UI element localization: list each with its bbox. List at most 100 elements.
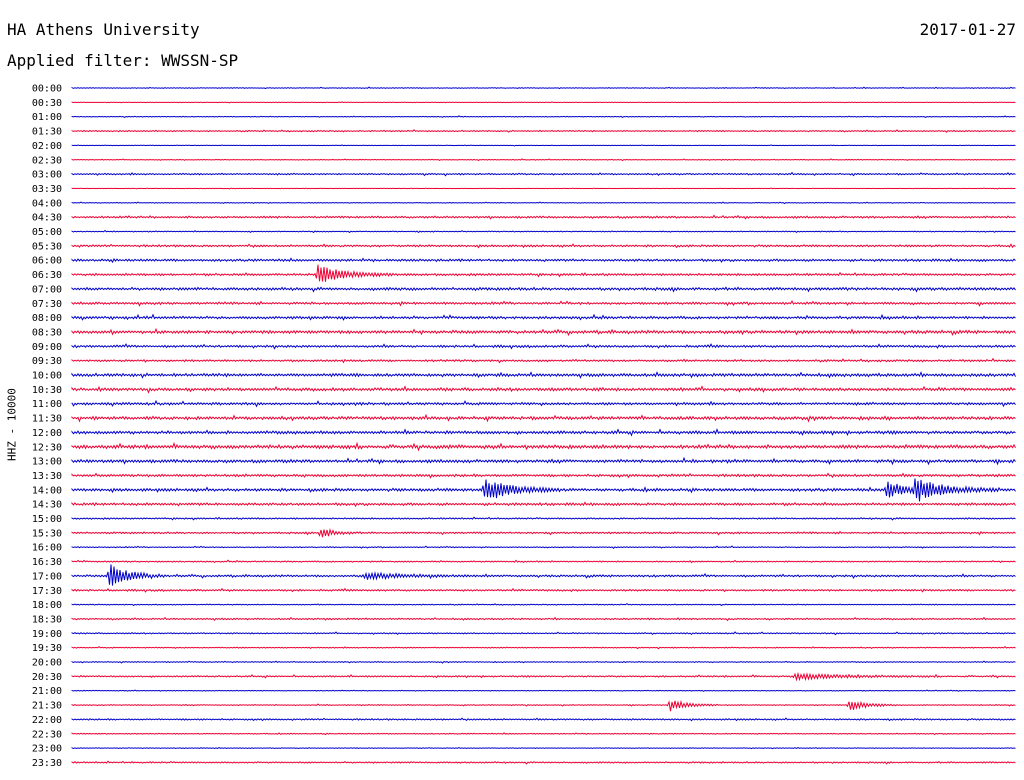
seismic-trace-1730: [71, 587, 1016, 593]
seismic-trace-0730: [71, 300, 1016, 307]
row-time-label: 14:30: [32, 500, 62, 511]
seismic-trace-2330: [71, 760, 1016, 765]
seismic-trace-2200: [71, 717, 1016, 722]
row-time-label: 03:00: [32, 170, 62, 181]
record-date: 2017-01-27: [919, 20, 1016, 39]
row-time-label: 06:00: [32, 256, 62, 267]
row-time-label: 03:30: [32, 184, 62, 195]
seismic-trace-1900: [71, 631, 1016, 636]
seismic-trace-0600: [71, 257, 1016, 264]
row-time-label: 19:00: [32, 629, 62, 640]
row-time-label: 08:30: [32, 327, 62, 338]
seismic-trace-0500: [71, 229, 1016, 234]
row-time-label: 10:00: [32, 371, 62, 382]
row-time-label: 05:00: [32, 227, 62, 238]
seismic-trace-1700: [71, 564, 1016, 586]
seismic-trace-2000: [71, 660, 1016, 664]
row-time-label: 10:30: [32, 385, 62, 396]
row-time-label: 22:00: [32, 715, 62, 726]
row-time-label: 20:00: [32, 658, 62, 669]
seismic-trace-1430: [71, 501, 1016, 508]
row-time-label: 01:30: [32, 127, 62, 138]
row-time-label: 19:30: [32, 643, 62, 654]
row-time-label: 11:00: [32, 399, 62, 410]
row-time-label: 21:00: [32, 686, 62, 697]
row-time-label: 02:30: [32, 155, 62, 166]
seismic-trace-0800: [71, 313, 1016, 321]
seismic-trace-1000: [71, 371, 1016, 379]
row-time-label: 06:30: [32, 270, 62, 281]
seismic-trace-0030: [71, 101, 1016, 104]
seismic-trace-0300: [71, 171, 1016, 177]
row-time-label: 22:30: [32, 729, 62, 740]
row-time-label: 18:30: [32, 614, 62, 625]
seismic-trace-2300: [71, 746, 1016, 750]
seismic-trace-0230: [71, 158, 1016, 162]
trace-group: [71, 86, 1016, 765]
seismic-trace-2130: [71, 699, 1016, 712]
row-time-label: 07:00: [32, 284, 62, 295]
row-time-label: 15:00: [32, 514, 62, 525]
row-time-label: 20:30: [32, 672, 62, 683]
row-time-label: 02:00: [32, 141, 62, 152]
seismic-trace-2100: [71, 689, 1016, 692]
row-time-label: 17:30: [32, 586, 62, 597]
row-time-label: 15:30: [32, 528, 62, 539]
row-time-label: 17:00: [32, 571, 62, 582]
tick-label-group: 00:00 00:30 01:00 01:30 02:00 02:30 03:00 03:30…: [32, 84, 62, 769]
row-time-label: 08:00: [32, 313, 62, 324]
seismic-trace-1800: [71, 603, 1016, 607]
row-time-label: 09:00: [32, 342, 62, 353]
row-time-label: 13:30: [32, 471, 62, 482]
row-time-label: 21:30: [32, 701, 62, 712]
seismic-trace-0630: [71, 264, 1016, 282]
seismic-trace-0330: [71, 187, 1016, 190]
seismic-trace-2030: [71, 671, 1016, 682]
seismic-trace-1500: [71, 516, 1016, 521]
seismic-trace-1030: [71, 385, 1016, 394]
seismic-trace-0830: [71, 327, 1016, 337]
row-time-label: 13:00: [32, 457, 62, 468]
seismic-trace-1630: [71, 559, 1016, 564]
seismic-trace-0400: [71, 201, 1016, 205]
seismic-trace-1930: [71, 645, 1016, 650]
seismic-trace-1330: [71, 472, 1016, 479]
filter-label: Applied filter: WWSSN-SP: [7, 51, 239, 70]
row-time-label: 09:30: [32, 356, 62, 367]
row-time-label: 00:00: [32, 84, 62, 95]
seismic-trace-0130: [71, 129, 1016, 133]
row-time-label: 14:00: [32, 485, 62, 496]
seismic-trace-1530: [71, 528, 1016, 538]
row-time-label: 18:00: [32, 600, 62, 611]
seismic-trace-0200: [71, 144, 1016, 147]
seismic-trace-0700: [71, 286, 1016, 293]
seismic-trace-0430: [71, 214, 1016, 220]
row-time-label: 11:30: [32, 414, 62, 425]
seismic-trace-0100: [71, 115, 1016, 119]
seismic-trace-1130: [71, 413, 1016, 423]
seismic-trace-2230: [71, 732, 1016, 736]
seismic-trace-1830: [71, 616, 1016, 622]
seismic-trace-1300: [71, 456, 1016, 466]
seismic-trace-1230: [71, 441, 1016, 452]
seismic-trace-1200: [71, 428, 1016, 437]
seismic-trace-0530: [71, 243, 1016, 249]
seismic-trace-1400: [71, 478, 1016, 502]
row-time-label: 23:30: [32, 758, 62, 769]
row-time-label: 23:00: [32, 744, 62, 755]
row-time-label: 12:00: [32, 428, 62, 439]
station-title: HA Athens University: [7, 20, 200, 39]
seismic-trace-0900: [71, 343, 1016, 350]
seismic-trace-1100: [71, 399, 1016, 408]
row-time-label: 04:00: [32, 198, 62, 209]
row-time-label: 01:00: [32, 112, 62, 123]
seismic-trace-0000: [71, 86, 1016, 90]
row-time-label: 04:30: [32, 213, 62, 224]
row-time-label: 16:30: [32, 557, 62, 568]
seismic-trace-0930: [71, 357, 1016, 364]
row-time-label: 07:30: [32, 299, 62, 310]
row-time-label: 00:30: [32, 98, 62, 109]
row-time-label: 05:30: [32, 241, 62, 252]
row-time-label: 12:30: [32, 442, 62, 453]
